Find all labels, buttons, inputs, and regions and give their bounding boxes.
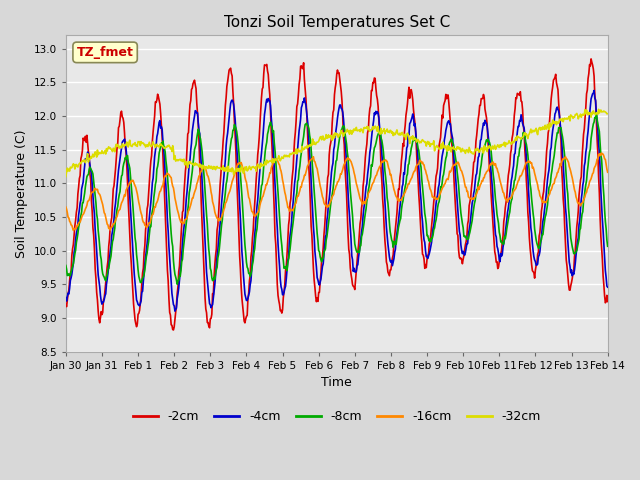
Title: Tonzi Soil Temperatures Set C: Tonzi Soil Temperatures Set C <box>223 15 450 30</box>
Legend: -2cm, -4cm, -8cm, -16cm, -32cm: -2cm, -4cm, -8cm, -16cm, -32cm <box>127 405 546 428</box>
Text: TZ_fmet: TZ_fmet <box>77 46 134 59</box>
Y-axis label: Soil Temperature (C): Soil Temperature (C) <box>15 129 28 258</box>
X-axis label: Time: Time <box>321 376 352 389</box>
